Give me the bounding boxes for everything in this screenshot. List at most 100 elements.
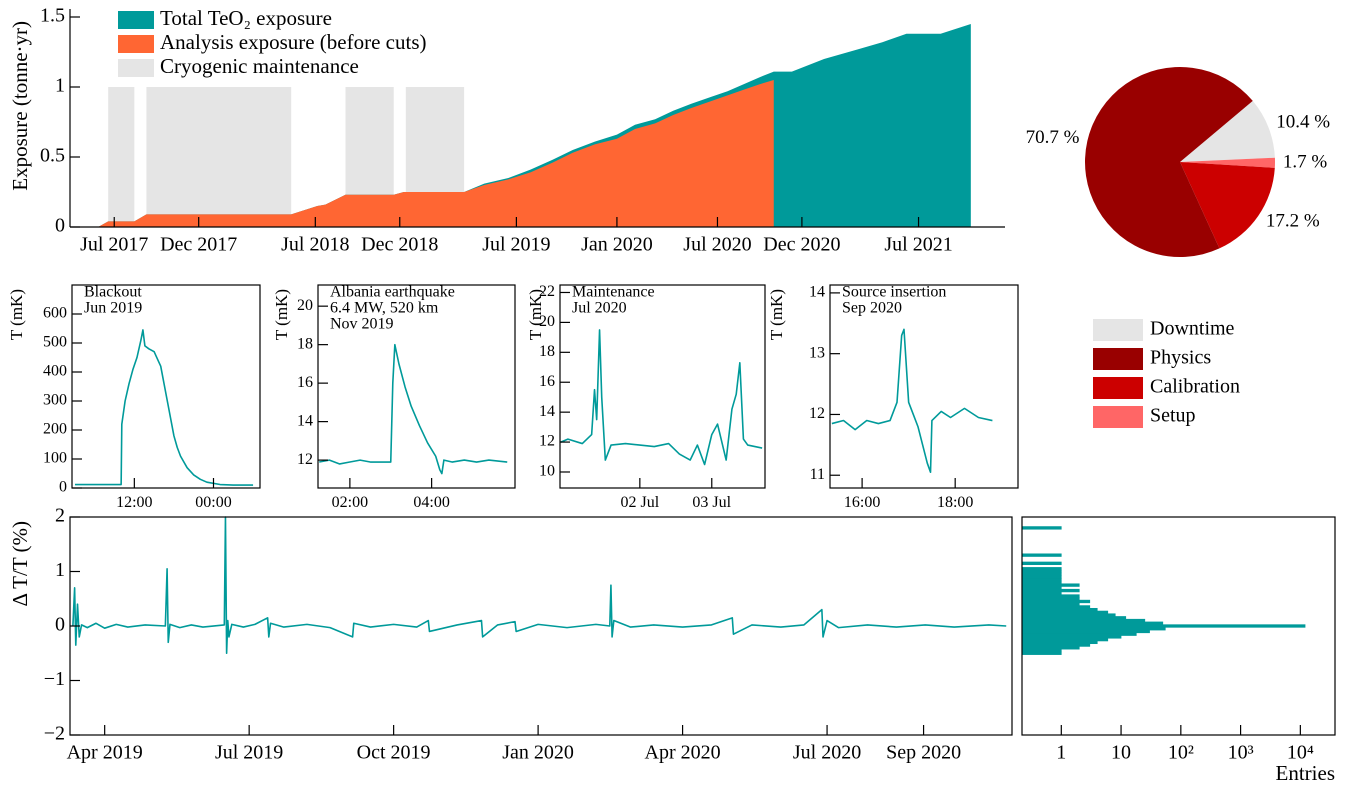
- exposure-area: [98, 80, 774, 227]
- x-tick-label: Apr 2019: [67, 742, 143, 764]
- x-tick-label: 10³: [1228, 742, 1254, 764]
- y-tick-label: 0.5: [40, 145, 65, 167]
- histogram-bar: [1021, 651, 1062, 655]
- histogram-bar: [1021, 567, 1062, 571]
- histogram-bar: [1021, 640, 1098, 645]
- y-tick-label: 500: [43, 334, 67, 351]
- legend-swatch: [118, 11, 154, 29]
- histogram-bar: [1021, 643, 1091, 647]
- y-tick-label: 13: [809, 344, 825, 361]
- histogram-bar: [1021, 586, 1062, 590]
- y-tick-label: 200: [43, 421, 67, 438]
- series-line: [831, 328, 993, 473]
- y-tick-label: 20: [539, 313, 555, 330]
- histogram-bar: [1021, 627, 1166, 631]
- y-tick-label: 11: [810, 466, 825, 483]
- y-axis-label: T (mK): [272, 289, 291, 340]
- x-tick-label: Dec 2017: [160, 234, 237, 256]
- y-axis-label: T (mK): [7, 289, 26, 340]
- annotation: Albania earthquake: [330, 284, 455, 301]
- y-axis-label: T (mK): [526, 289, 545, 340]
- histogram-bar: [1021, 632, 1137, 636]
- x-tick-label: 10: [1111, 742, 1131, 764]
- y-tick-label: 14: [539, 403, 555, 420]
- y-tick-label: 10: [539, 463, 555, 480]
- annotation: 6.4 MW, 520 km: [330, 300, 439, 317]
- pie-value-label: 10.4 %: [1276, 112, 1330, 133]
- pie-slice: [1180, 162, 1275, 249]
- x-tick-label: Oct 2019: [357, 742, 431, 764]
- histogram-bar: [1021, 575, 1062, 579]
- histogram-bar: [1021, 561, 1062, 565]
- x-tick-label: Jan 2020: [502, 742, 574, 764]
- histogram-bar: [1021, 578, 1062, 582]
- y-tick-label: 300: [43, 392, 67, 409]
- pie-slice: [1180, 157, 1275, 168]
- y-tick-label: 100: [43, 450, 67, 467]
- x-tick-label: Jul 2020: [793, 742, 861, 764]
- y-tick-label: 0: [59, 479, 67, 496]
- y-tick-label: 16: [297, 374, 313, 391]
- plot-frame: [1021, 516, 1336, 736]
- legend-swatch: [1093, 348, 1143, 370]
- maintenance-span: [108, 87, 135, 227]
- x-tick-label: 00:00: [195, 494, 231, 511]
- x-tick-label: 10⁴: [1287, 742, 1314, 764]
- series-line: [72, 516, 1007, 655]
- y-tick-label: 14: [809, 284, 825, 301]
- legend-label: Physics: [1150, 347, 1211, 369]
- y-tick-label: 18: [539, 343, 555, 360]
- legend-label: Total TeO₂ exposure: [160, 6, 332, 30]
- histogram-bar: [1021, 610, 1109, 615]
- x-tick-label: 04:00: [413, 494, 449, 511]
- x-axis-label: Entries: [1276, 761, 1335, 785]
- y-tick-label: −2: [44, 723, 65, 745]
- annotation: Blackout: [84, 284, 142, 301]
- y-tick-label: 1: [55, 559, 65, 581]
- annotation: Maintenance: [572, 284, 655, 301]
- histogram-bar: [1021, 599, 1091, 604]
- annotation: Nov 2019: [330, 316, 394, 333]
- legend-label: Calibration: [1150, 376, 1240, 398]
- y-tick-label: 20: [297, 297, 313, 314]
- series-line: [319, 343, 508, 475]
- x-tick-label: 03 Jul: [692, 494, 731, 511]
- histogram-bar: [1021, 583, 1080, 587]
- annotation: Jul 2020: [572, 300, 627, 317]
- histogram-bar: [1021, 572, 1062, 576]
- histogram-bar: [1021, 624, 1306, 628]
- histogram-bar: [1021, 553, 1062, 557]
- y-axis-label: T (mK): [767, 289, 786, 340]
- histogram-bar: [1021, 526, 1062, 530]
- pie-slice: [1180, 100, 1275, 162]
- histogram-bar: [1021, 646, 1080, 650]
- histogram-bar: [1021, 621, 1164, 625]
- pie-slice: [1085, 67, 1253, 257]
- x-tick-label: 1: [1056, 742, 1066, 764]
- histogram-bar: [1021, 569, 1062, 574]
- series-line: [74, 329, 254, 486]
- y-axis-label: Δ T/T (%): [8, 521, 32, 606]
- x-tick-label: 02 Jul: [621, 494, 660, 511]
- x-tick-label: Jul 2018: [281, 234, 349, 256]
- x-tick-label: 02:00: [332, 494, 368, 511]
- x-tick-label: Dec 2018: [361, 234, 438, 256]
- y-tick-label: 16: [539, 373, 555, 390]
- legend-label: Cryogenic maintenance: [160, 54, 359, 78]
- annotation: Source insertion: [842, 284, 946, 301]
- legend-label: Downtime: [1150, 318, 1235, 340]
- x-tick-label: Sep 2020: [886, 742, 961, 764]
- x-tick-label: Jul 2019: [482, 234, 550, 256]
- y-tick-label: 12: [539, 433, 555, 450]
- histogram-bar: [1021, 648, 1062, 653]
- x-tick-label: Dec 2020: [763, 234, 840, 256]
- legend-swatch: [1093, 377, 1143, 399]
- histogram-bar: [1021, 588, 1080, 593]
- y-tick-label: 18: [297, 335, 313, 352]
- legend-swatch: [118, 59, 154, 77]
- histogram-bar: [1021, 613, 1116, 617]
- pie-value-label: 70.7 %: [1026, 127, 1080, 148]
- y-tick-label: 2: [55, 505, 65, 527]
- histogram-bar: [1021, 580, 1062, 585]
